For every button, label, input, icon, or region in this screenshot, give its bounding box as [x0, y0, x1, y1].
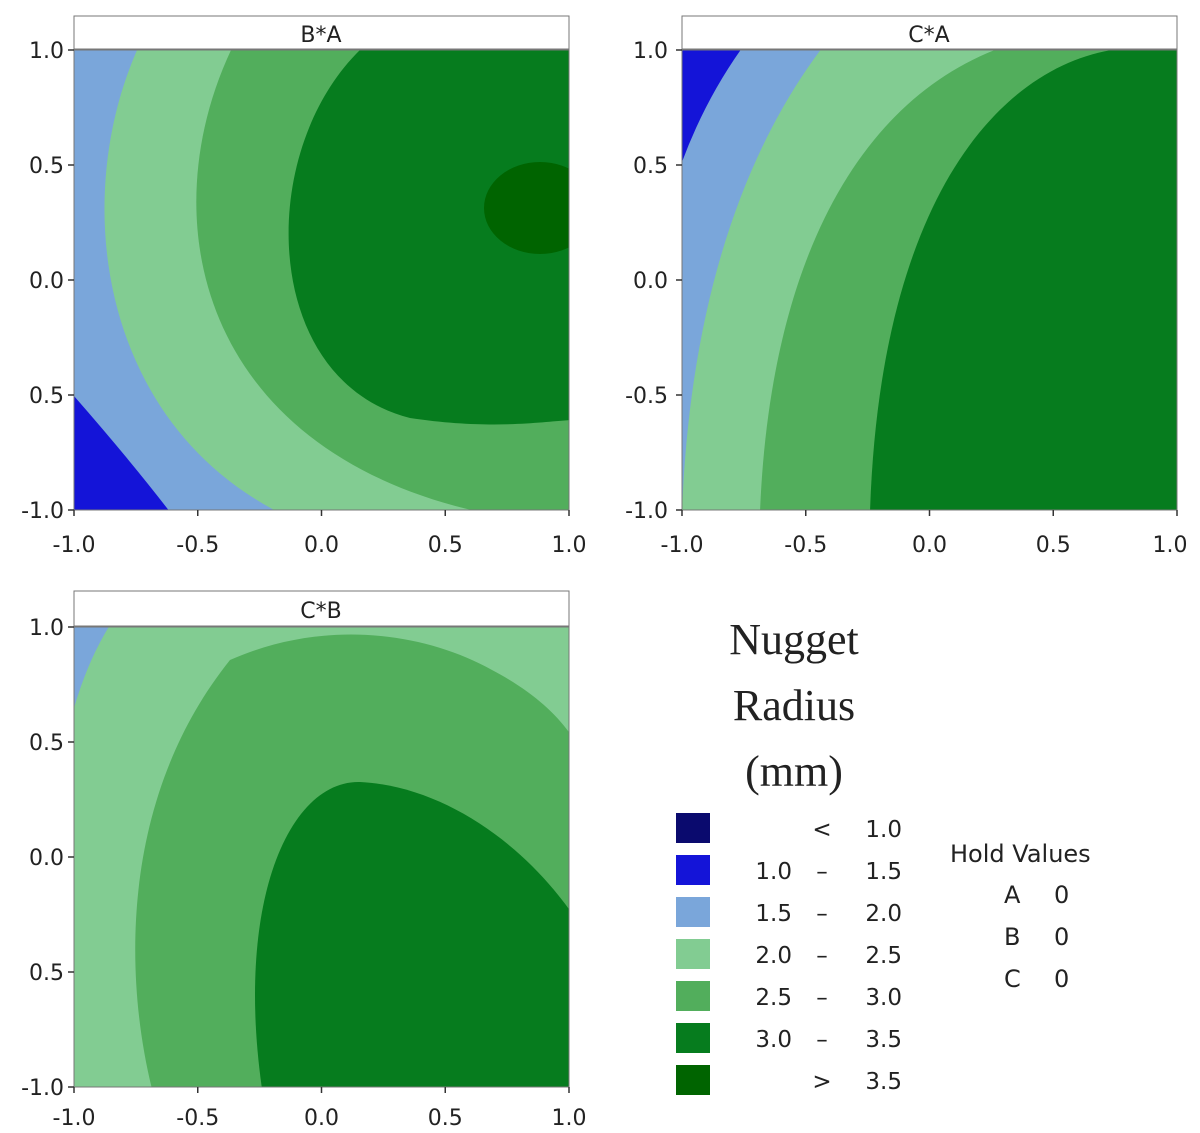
panel-cb-plot — [74, 627, 569, 1087]
hold-value: 0 — [1054, 923, 1069, 951]
hold-factor: A — [1004, 881, 1021, 909]
legend-low: 3.0 — [755, 1027, 792, 1053]
panel-ba-axes — [68, 49, 570, 516]
legend-swatch — [676, 897, 710, 927]
cb-y-tick: 1.0 — [29, 616, 64, 641]
legend-high: 3.0 — [865, 985, 902, 1011]
ba-x-tick: 0.5 — [428, 533, 463, 558]
panel-ca: C*A 1.0 0.5 0.0 -0.5 -1.0 -1.0 -0.5 0.0 … — [625, 15, 1188, 558]
cb-y-tick: 0.5 — [29, 731, 64, 756]
ba-x-tick: -0.5 — [176, 533, 219, 558]
panel-ca-title: C*A — [908, 23, 949, 48]
panel-ca-x-ticks: -1.0 -0.5 0.0 0.5 1.0 — [661, 533, 1188, 558]
cb-x-tick: 0.0 — [304, 1106, 339, 1131]
cb-region-3.0-3.5 — [255, 781, 569, 1087]
panel-ca-y-ticks: 1.0 0.5 0.0 -0.5 -1.0 — [625, 39, 668, 524]
panel-cb-x-ticks: -1.0 -0.5 0.0 0.5 1.0 — [53, 1106, 587, 1131]
ca-region-1.0-1.5 — [682, 50, 741, 162]
legend-high: 2.5 — [865, 943, 902, 969]
panel-ba-y-ticks: 1.0 0.5 0.0 0.5 -1.0 — [21, 39, 64, 524]
hold-factor: C — [1004, 965, 1021, 993]
panel-cb-axes — [68, 626, 570, 1093]
panel-cb-y-ticks: 1.0 0.5 0.0 0.5 -1.0 — [21, 616, 64, 1101]
legend-title-line: Radius — [733, 681, 855, 730]
legend-high: 1.0 — [865, 817, 902, 843]
hold-values-title: Hold Values — [950, 840, 1091, 868]
panel-ba-plot — [74, 50, 569, 510]
ba-region-3.0-3.5 — [288, 50, 569, 425]
ba-x-tick: 0.0 — [304, 533, 339, 558]
ba-region-gt-3.5 — [484, 162, 569, 254]
hold-value: 0 — [1054, 965, 1069, 993]
ca-y-tick: -1.0 — [625, 499, 668, 524]
legend-swatch — [676, 813, 710, 843]
ba-y-tick: 0.5 — [29, 154, 64, 179]
ca-region-3.0-3.5 — [870, 50, 1177, 510]
legend-items: <1.01.0–1.51.5–2.02.0–2.52.5–3.03.0–3.5>… — [676, 813, 902, 1095]
legend: Nugget Radius (mm) <1.01.0–1.51.5–2.02.0… — [676, 615, 902, 1095]
ca-x-tick: -0.5 — [784, 533, 827, 558]
legend-separator: – — [816, 901, 828, 927]
ba-x-tick: 1.0 — [552, 533, 587, 558]
legend-swatch — [676, 1065, 710, 1095]
ca-x-tick: 0.0 — [912, 533, 947, 558]
cb-x-tick: 0.5 — [428, 1106, 463, 1131]
legend-separator: – — [816, 859, 828, 885]
panel-ba-x-ticks: -1.0 -0.5 0.0 0.5 1.0 — [53, 533, 587, 558]
legend-separator: < — [812, 817, 831, 843]
ca-x-tick: 0.5 — [1036, 533, 1071, 558]
legend-separator: – — [816, 985, 828, 1011]
legend-separator: > — [812, 1069, 831, 1095]
panel-ca-title-strip — [681, 15, 1178, 50]
legend-separator: – — [816, 943, 828, 969]
cb-x-tick: -1.0 — [53, 1106, 96, 1131]
ca-y-tick: 0.5 — [633, 154, 668, 179]
legend-swatch — [676, 939, 710, 969]
cb-region-1.5-2.0 — [74, 627, 109, 708]
legend-swatch — [676, 1023, 710, 1053]
hold-values: Hold Values A 0 B 0 C 0 — [950, 840, 1091, 993]
ca-y-tick: 0.0 — [633, 269, 668, 294]
panel-ca-axes — [676, 49, 1178, 516]
legend-low: 2.5 — [755, 985, 792, 1011]
ca-y-tick: -0.5 — [625, 384, 668, 409]
legend-high: 1.5 — [865, 859, 902, 885]
legend-low: 2.0 — [755, 943, 792, 969]
legend-title-line: (mm) — [745, 747, 843, 796]
cb-x-tick: 1.0 — [552, 1106, 587, 1131]
legend-high: 3.5 — [865, 1069, 902, 1095]
legend-high: 3.5 — [865, 1027, 902, 1053]
legend-title-line: Nugget — [729, 615, 859, 664]
ba-y-tick: 0.0 — [29, 269, 64, 294]
ba-y-tick: -1.0 — [21, 499, 64, 524]
panel-cb: C*B 1.0 0.5 0.0 0.5 -1.0 -1.0 -0.5 0.0 0… — [21, 590, 587, 1131]
cb-y-tick: 0.5 — [29, 961, 64, 986]
legend-separator: – — [816, 1027, 828, 1053]
hold-value: 0 — [1054, 881, 1069, 909]
cb-x-tick: -0.5 — [176, 1106, 219, 1131]
legend-swatch — [676, 855, 710, 885]
ba-x-tick: -1.0 — [53, 533, 96, 558]
cb-y-tick: -1.0 — [21, 1076, 64, 1101]
ca-y-tick: 1.0 — [633, 39, 668, 64]
ca-x-tick: 1.0 — [1153, 533, 1188, 558]
ba-region-1.0-1.5 — [74, 396, 169, 510]
panel-ba: B*A 1.0 0.5 0.0 0.5 -1.0 -1.0 -0.5 0.0 0… — [21, 15, 587, 558]
panel-cb-title: C*B — [300, 599, 341, 624]
legend-low: 1.5 — [755, 901, 792, 927]
cb-y-tick: 0.0 — [29, 846, 64, 871]
legend-swatch — [676, 981, 710, 1011]
panel-ba-title-strip — [73, 15, 570, 50]
ba-y-tick: 1.0 — [29, 39, 64, 64]
legend-high: 2.0 — [865, 901, 902, 927]
panel-ca-plot — [682, 50, 1177, 510]
ba-y-tick: 0.5 — [29, 384, 64, 409]
ca-x-tick: -1.0 — [661, 533, 704, 558]
hold-factor: B — [1004, 923, 1020, 951]
panel-ba-title: B*A — [300, 23, 341, 48]
legend-low: 1.0 — [755, 859, 792, 885]
panel-cb-title-strip — [73, 590, 570, 627]
